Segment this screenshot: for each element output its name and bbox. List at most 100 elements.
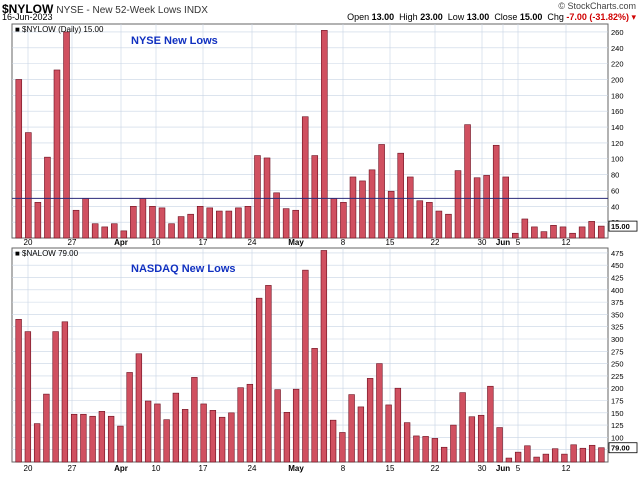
bar [144, 400, 152, 463]
y-tick-label: 120 [611, 139, 624, 148]
bar [139, 198, 147, 239]
bar [135, 353, 143, 463]
bar [163, 419, 170, 463]
bar [187, 213, 194, 239]
bar [550, 225, 557, 239]
bar [542, 453, 550, 463]
bar [273, 192, 280, 239]
chart-date: 16-Jun-2023 [2, 12, 53, 22]
x-tick-label: 30 [478, 238, 487, 247]
quote-line: Open 13.00 High 23.00 Low 13.00 Close 15… [347, 12, 636, 22]
bar [394, 387, 402, 463]
x-tick-label: 24 [248, 238, 257, 247]
x-tick-label: 15 [386, 238, 395, 247]
bar [52, 331, 59, 463]
bar [349, 176, 357, 239]
bar [302, 269, 309, 463]
y-tick-label: 450 [611, 261, 624, 270]
x-tick-label: 22 [431, 464, 440, 473]
bar [120, 230, 128, 239]
bar [126, 372, 133, 463]
y-tick-label: 175 [611, 397, 624, 406]
bar [403, 422, 411, 463]
y-tick-label: 475 [611, 249, 624, 258]
bar [445, 213, 452, 239]
bar [61, 321, 69, 463]
bar [588, 221, 595, 239]
x-tick-label: 27 [68, 464, 77, 473]
bar [569, 232, 576, 239]
bar [89, 415, 96, 463]
bar [477, 414, 485, 463]
bar [149, 206, 156, 239]
bar [228, 412, 235, 463]
bar [598, 447, 605, 463]
bar [512, 232, 519, 239]
legend-entry: ■ $NYLOW (Daily) 15.00 [15, 25, 104, 34]
last-value-label: 15.00 [611, 222, 630, 231]
bar [216, 210, 223, 239]
y-tick-label: 250 [611, 360, 624, 369]
bar [514, 451, 522, 463]
bar [473, 177, 481, 239]
bar [181, 409, 189, 463]
bar [107, 415, 115, 463]
bar [301, 116, 309, 239]
bar [117, 425, 124, 463]
bar [265, 285, 272, 463]
bar [274, 389, 281, 463]
x-tick-label: May [288, 464, 304, 473]
x-tick-label: 17 [199, 464, 208, 473]
bar [255, 297, 263, 463]
bar [378, 144, 385, 239]
bar [385, 404, 392, 463]
x-tick-label: 20 [24, 238, 33, 247]
bar [168, 223, 175, 239]
x-tick-label: 24 [248, 464, 257, 473]
bar [72, 209, 80, 239]
y-tick-label: 180 [611, 91, 624, 100]
bar [111, 223, 118, 239]
y-tick-label: 60 [611, 186, 619, 195]
last-value-tag [608, 442, 638, 454]
bar [454, 170, 462, 239]
bar [101, 226, 108, 239]
bar [440, 446, 448, 463]
bar [597, 225, 605, 239]
chart-title: $NYLOW NYSE - New 52-Week Lows INDX [2, 2, 208, 16]
y-tick-label: 350 [611, 310, 624, 319]
x-tick-label: 8 [341, 464, 346, 473]
bar [254, 155, 261, 239]
x-tick-label: Apr [114, 464, 128, 473]
y-tick-label: 425 [611, 274, 624, 283]
bar [406, 176, 414, 239]
bar [459, 392, 466, 463]
bar [237, 387, 244, 463]
bar [435, 210, 443, 239]
x-tick-label: 5 [516, 464, 521, 473]
bar [191, 377, 198, 463]
bar [292, 388, 300, 463]
y-tick-label: 125 [611, 421, 624, 430]
y-tick-label: 225 [611, 372, 624, 381]
bar [225, 210, 233, 239]
bar [25, 132, 32, 239]
panel-title: NYSE New Lows [131, 35, 218, 47]
x-tick-label: 15 [386, 464, 395, 473]
bar [450, 424, 457, 463]
bar [416, 200, 424, 239]
bar [431, 438, 439, 463]
bar [570, 444, 577, 463]
y-tick-label: 400 [611, 286, 624, 295]
bar [330, 198, 338, 239]
last-value-tag [608, 220, 638, 232]
x-tick-label: 12 [562, 238, 571, 247]
x-tick-label: 12 [562, 464, 571, 473]
bar [521, 218, 529, 239]
bar [158, 207, 166, 239]
bar [82, 198, 89, 239]
bar [422, 436, 429, 463]
bar [282, 208, 290, 239]
bar [244, 206, 252, 239]
bar [15, 79, 23, 239]
